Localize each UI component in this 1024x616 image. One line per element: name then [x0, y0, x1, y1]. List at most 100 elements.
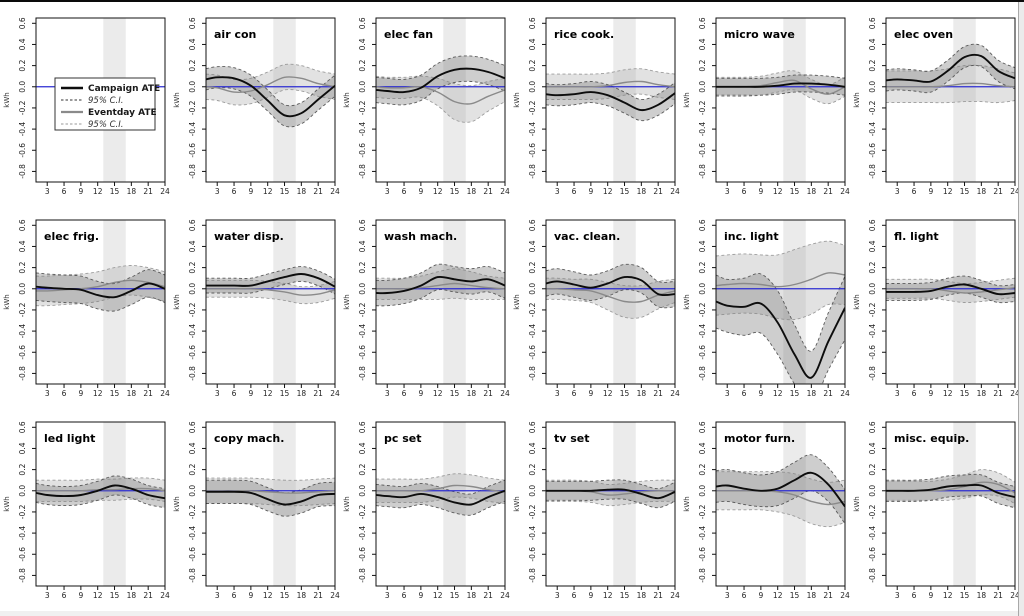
axis-text: -0.4 — [868, 526, 877, 541]
axis-text: 24 — [160, 591, 170, 600]
eventday-ate-line — [206, 76, 335, 94]
panel-title: pc set — [384, 432, 422, 445]
axis-text: 0.6 — [698, 17, 707, 29]
ci-lower-line — [206, 89, 335, 106]
axis-text: kWh — [513, 92, 521, 107]
chart-elec-fan: 0.6 0.4 0.2 0.0 -0.2 -0.4 -0.6 -0.8 3 6 9 12 15 18 21 2… — [343, 17, 510, 196]
axis-text: 15 — [450, 389, 460, 398]
ci-fill — [886, 278, 1015, 303]
axis-text: 0.2 — [528, 463, 537, 475]
legend-label: Campaign ATE — [88, 84, 160, 94]
panel-title: misc. equip. — [894, 432, 969, 445]
axis-text: 0.4 — [528, 38, 537, 50]
axis-text: 0.0 — [188, 81, 197, 93]
axis-text: 9 — [758, 591, 763, 600]
ci-fill — [546, 264, 675, 308]
axis-text: 24 — [670, 187, 680, 196]
axis-text: 9 — [588, 591, 593, 600]
event-hours-band — [613, 18, 636, 182]
axis-text: 24 — [840, 187, 850, 196]
axis-text: 0.6 — [188, 219, 197, 231]
axis-text: 0.6 — [698, 219, 707, 231]
axis-text: 0.6 — [528, 17, 537, 29]
plot-frame — [545, 17, 676, 183]
axis-text: 12 — [433, 389, 443, 398]
axis-text: 6 — [232, 187, 237, 196]
axis-text: -0.6 — [358, 547, 367, 562]
axis-text: -0.8 — [18, 568, 27, 583]
chart-micro-wave: 0.6 0.4 0.2 0.0 -0.2 -0.4 -0.6 -0.8 3 6 9 12 15 18 21 2… — [683, 17, 850, 196]
panel-title: air con — [214, 28, 256, 41]
axis-text: 6 — [402, 591, 407, 600]
axis-text: 15 — [960, 389, 970, 398]
ci-lower-line — [886, 494, 1015, 504]
panel-misc-equip: 0.6 0.4 0.2 0.0 -0.2 -0.4 -0.6 -0.8 3 6 9 12 15 18 21 2… — [850, 408, 1020, 610]
axis-text: 9 — [758, 389, 763, 398]
axis-text: -0.8 — [18, 366, 27, 381]
axis-text: -0.6 — [188, 143, 197, 158]
axis-text: 0.4 — [188, 240, 197, 252]
axis-text: 12 — [93, 591, 103, 600]
axis-text: 15 — [960, 591, 970, 600]
axis-text: 0.4 — [358, 240, 367, 252]
axis-text: 15 — [790, 187, 800, 196]
axis-text: 0.4 — [528, 442, 537, 454]
axis-text: -0.4 — [698, 122, 707, 137]
campaign-ate-line — [376, 489, 505, 506]
eventday-ate-line — [376, 484, 505, 493]
axis-text: 21 — [483, 591, 493, 600]
ci-fill — [546, 278, 675, 319]
ci-fill — [716, 241, 845, 320]
panel-inc-light: 0.6 0.4 0.2 0.0 -0.2 -0.4 -0.6 -0.8 3 6 9 12 15 18 21 2… — [680, 206, 850, 408]
axis-text: 9 — [248, 187, 253, 196]
axis-text: 21 — [823, 389, 833, 398]
axis-text: 0.0 — [18, 81, 27, 93]
axis-text: 3 — [895, 389, 900, 398]
axis-text: 0.0 — [868, 485, 877, 497]
axis-text: 9 — [78, 389, 83, 398]
axis-text: 3 — [555, 591, 560, 600]
axis-text: -0.4 — [18, 526, 27, 541]
ci-lower-line — [716, 509, 845, 528]
event-hours-band — [273, 220, 296, 384]
axis-text: 12 — [603, 187, 613, 196]
panel-fl-light: 0.6 0.4 0.2 0.0 -0.2 -0.4 -0.6 -0.8 3 6 9 12 15 18 21 2… — [850, 206, 1020, 408]
axis-text: 18 — [297, 187, 307, 196]
ci-upper-line — [206, 63, 335, 81]
axis-text: 12 — [773, 389, 783, 398]
axis-text: 21 — [823, 187, 833, 196]
axis-text: 15 — [450, 591, 460, 600]
axis-text: kWh — [683, 92, 691, 107]
axis-text: 0.2 — [358, 59, 367, 71]
ci-fill — [206, 480, 335, 517]
panel-motor-furn: 0.6 0.4 0.2 0.0 -0.2 -0.4 -0.6 -0.8 3 6 9 12 15 18 21 2… — [680, 408, 850, 610]
axis-text: 15 — [620, 389, 630, 398]
ci-upper-line — [886, 473, 1015, 487]
axis-text: -0.2 — [358, 504, 367, 519]
chart-grid: 0.6 0.4 0.2 0.0 -0.2 -0.4 -0.6 -0.8 3 6 9 12 15 18 21 2… — [0, 4, 1020, 610]
ci-fill — [376, 268, 505, 300]
plot-frame — [715, 421, 846, 587]
axis-text: 0.4 — [868, 442, 877, 454]
axis-text: 9 — [78, 187, 83, 196]
right-scroll-edge — [1018, 2, 1024, 616]
axis-text: 9 — [418, 591, 423, 600]
axis-text: 0.0 — [868, 81, 877, 93]
axis-text: 9 — [758, 187, 763, 196]
axis-text: 21 — [313, 187, 323, 196]
axis-text: 21 — [993, 187, 1003, 196]
axis-text: 6 — [912, 389, 917, 398]
axis-text: 18 — [127, 389, 137, 398]
axis-text: 24 — [160, 187, 170, 196]
axis-text: 3 — [385, 389, 390, 398]
axis-text: kWh — [173, 496, 181, 511]
axis-text: -0.4 — [698, 526, 707, 541]
axis-text: -0.8 — [18, 164, 27, 179]
axis-text: 3 — [215, 389, 220, 398]
axis-text: -0.6 — [868, 143, 877, 158]
plot-frame — [885, 17, 1016, 183]
axis-text: 21 — [823, 591, 833, 600]
axis-text: 21 — [143, 389, 153, 398]
ci-lower-line — [376, 289, 505, 307]
ci-upper-line — [716, 240, 845, 257]
